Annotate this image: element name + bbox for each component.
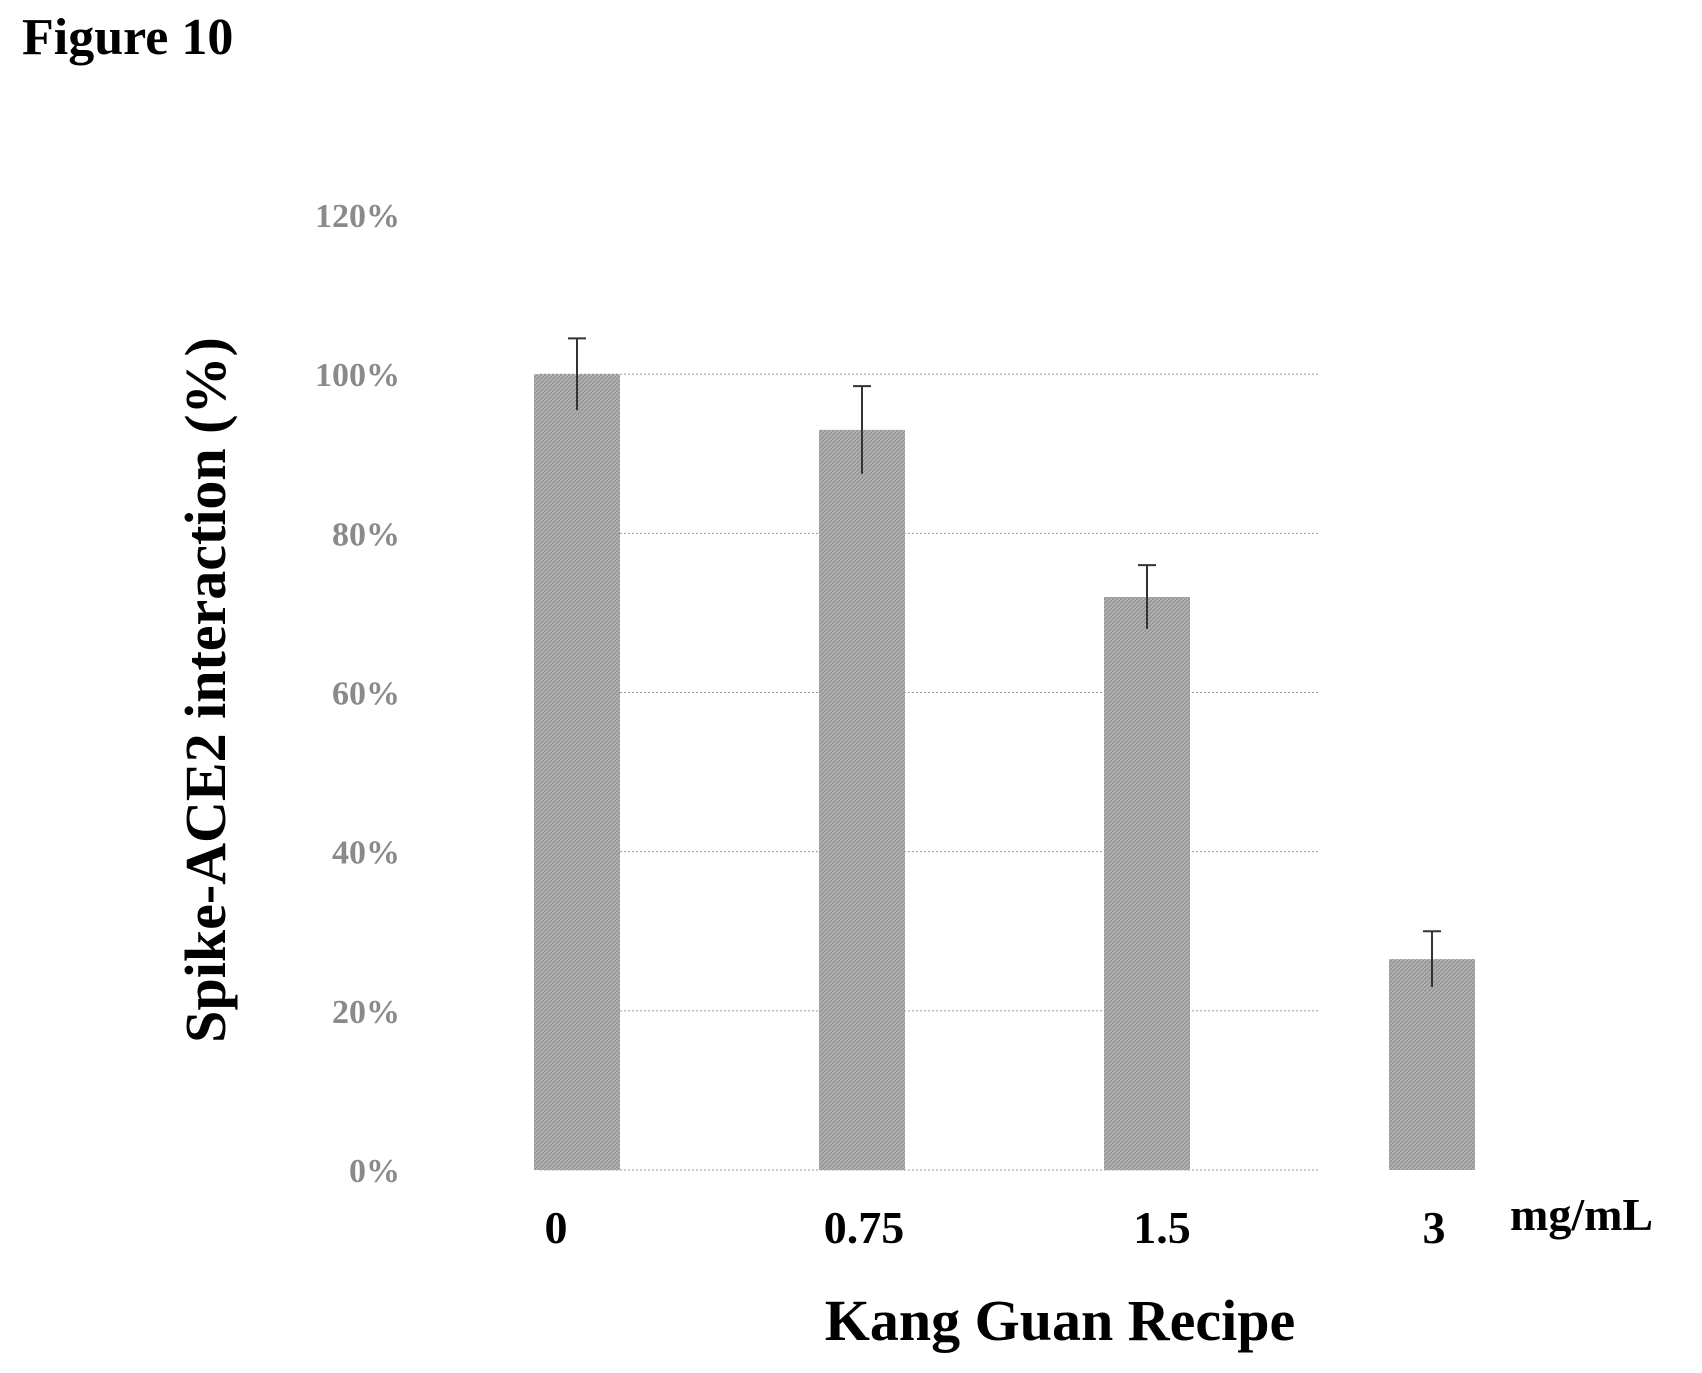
y-tick-labels: 0% 20% 40% 60% 80% 100% 120%: [315, 198, 400, 1190]
x-axis-title: Kang Guan Recipe: [825, 1288, 1296, 1353]
gridlines: [540, 373, 1320, 1171]
bar: [534, 374, 620, 1171]
y-tick-label: 0%: [349, 1153, 400, 1190]
bar: [819, 429, 905, 1170]
x-category-label: 1.5: [1133, 1202, 1191, 1253]
y-tick-label: 80%: [332, 516, 400, 553]
y-tick-label: 20%: [332, 994, 400, 1031]
y-tick-label: 100%: [315, 357, 400, 394]
y-tick-label: 40%: [332, 835, 400, 872]
x-category-label: 0.75: [824, 1202, 905, 1253]
error-bars: [568, 337, 1441, 987]
x-category-label: 3: [1423, 1202, 1446, 1253]
y-tick-label: 60%: [332, 676, 400, 713]
x-unit-label: mg/mL: [1510, 1189, 1653, 1240]
bars: [534, 374, 1475, 1171]
bar: [1104, 597, 1190, 1170]
figure-label: Figure 10: [22, 9, 234, 66]
x-category-label: 0: [545, 1202, 568, 1253]
x-category-labels: 0 0.75 1.5 3: [545, 1202, 1446, 1253]
y-axis-title: Spike-ACE2 interaction (%): [173, 337, 238, 1043]
y-tick-label: 120%: [315, 198, 400, 235]
bar: [1389, 959, 1475, 1170]
